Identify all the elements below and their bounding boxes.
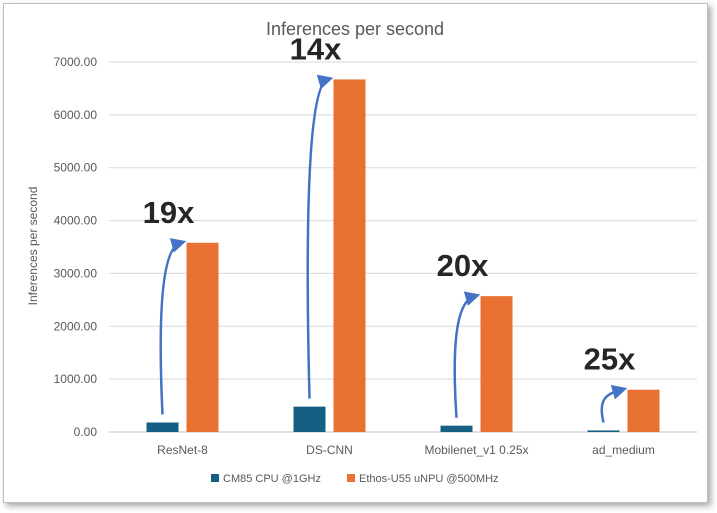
speedup-arrow <box>600 384 628 423</box>
x-tick-label: ResNet-8 <box>157 443 208 457</box>
bar-npu <box>627 389 660 432</box>
bars <box>146 79 660 432</box>
gridlines <box>109 61 697 433</box>
bar-npu <box>480 296 513 432</box>
x-tick-label: ad_medium <box>592 443 655 457</box>
bar-cpu <box>440 425 473 432</box>
bar-cpu <box>146 422 179 432</box>
y-axis-label: Inferences per second <box>26 187 40 306</box>
speedup-arrow <box>306 74 334 399</box>
speedup-arrow <box>159 238 187 415</box>
speedup-arrows: 19x 14x 20x 25x <box>143 31 636 423</box>
y-tick-label: 2000.00 <box>54 319 98 333</box>
speedup-arrow <box>453 291 481 418</box>
chart-frame: Inferences per second Inferences per sec… <box>3 3 708 503</box>
y-tick-label: 7000.00 <box>54 55 98 69</box>
legend-swatch <box>211 474 219 482</box>
speedup-label: 19x <box>143 195 195 230</box>
legend-label: Ethos-U55 uNPU @500MHz <box>359 473 499 485</box>
bar-cpu <box>587 430 620 432</box>
legend-label: CM85 CPU @1GHz <box>223 473 321 485</box>
chart-title: Inferences per second <box>266 19 444 39</box>
bar-cpu <box>293 406 326 432</box>
y-tick-label: 1000.00 <box>54 372 98 386</box>
bar-npu <box>333 79 366 432</box>
y-axis-ticks: 0.00 1000.00 2000.00 3000.00 4000.00 5000.00 6… <box>54 55 98 439</box>
y-tick-label: 5000.00 <box>54 161 98 175</box>
speedup-label: 14x <box>290 31 342 66</box>
y-tick-label: 6000.00 <box>54 108 98 122</box>
speedup-label: 25x <box>584 342 636 377</box>
bar-chart: Inferences per second Inferences per sec… <box>26 19 697 485</box>
legend: CM85 CPU @1GHz Ethos-U55 uNPU @500MHz <box>211 473 499 485</box>
x-axis-ticks: ResNet-8 DS-CNN Mobilenet_v1 0.25x ad_mediu… <box>157 443 655 457</box>
bar-npu <box>186 242 219 432</box>
speedup-label: 20x <box>437 248 489 283</box>
y-tick-label: 4000.00 <box>54 214 98 228</box>
x-tick-label: Mobilenet_v1 0.25x <box>424 443 528 457</box>
y-tick-label: 3000.00 <box>54 266 98 280</box>
x-tick-label: DS-CNN <box>306 443 353 457</box>
y-tick-label: 0.00 <box>74 425 98 439</box>
legend-swatch <box>347 474 355 482</box>
